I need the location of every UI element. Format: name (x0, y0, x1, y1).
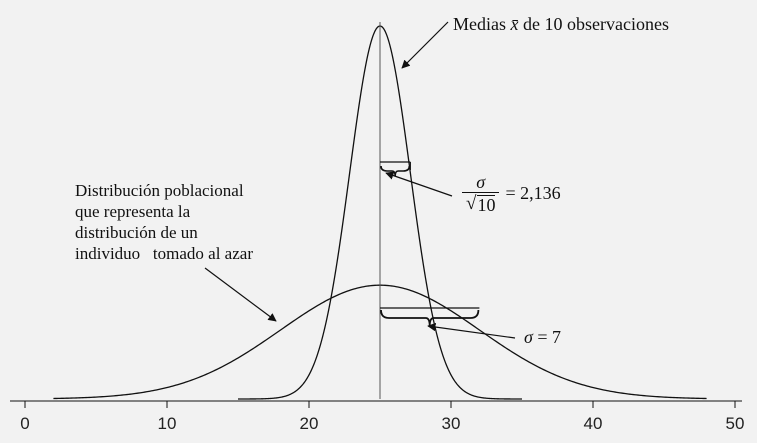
sigma-symbol: σ (524, 327, 533, 347)
x-tick-label: 0 (20, 414, 30, 433)
xbar-symbol: x̄ (510, 14, 519, 34)
means-label-prefix: Medias (453, 14, 511, 34)
se-arrow (385, 171, 453, 197)
x-tick-label: 40 (583, 414, 603, 433)
population-arrow (204, 267, 277, 322)
sqrt-icon: √ (466, 193, 477, 214)
standard-error-numerator: σ (476, 172, 486, 192)
sqrt-argument: 10 (477, 194, 496, 215)
population-label-line-2: que representa la (75, 202, 191, 221)
standard-error-value: = 2,136 (505, 182, 561, 203)
population-distribution-label: Distribución poblacional que representa … (75, 180, 253, 264)
means-label: Medias x̄ de 10 observaciones (453, 14, 669, 35)
means-label-suffix: de 10 observaciones (518, 14, 669, 34)
x-tick-label: 50 (725, 414, 745, 433)
standard-error-denominator: √ 10 (462, 192, 500, 215)
means-arrow (401, 21, 449, 69)
sigma-value: = 7 (537, 327, 562, 347)
se-brace (380, 165, 411, 177)
standard-error-label: σ √ 10 = 2,136 (462, 172, 561, 214)
sigma-brace (380, 309, 480, 327)
x-tick-label: 10 (157, 414, 177, 433)
x-tick-label: 30 (441, 414, 461, 433)
population-label-line-3: distribución de un (75, 223, 198, 242)
population-label-line-1: Distribución poblacional (75, 181, 244, 200)
standard-error-fraction: σ √ 10 (462, 172, 500, 215)
sigma-label: σ = 7 (524, 327, 561, 348)
sigma-arrow (427, 322, 516, 339)
x-tick-label: 20 (299, 414, 319, 433)
population-label-line-4: individuo tomado al azar (75, 244, 253, 263)
